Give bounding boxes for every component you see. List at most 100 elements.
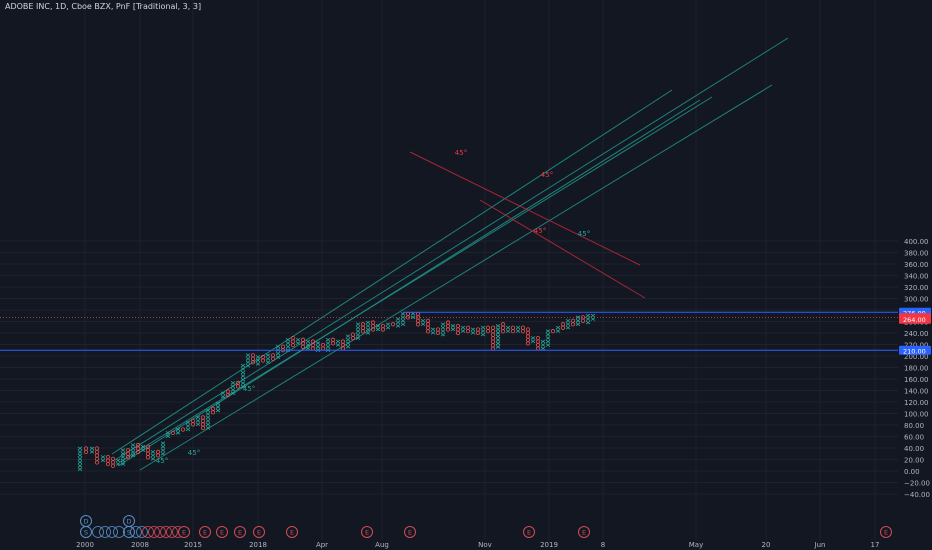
x-box bbox=[545, 332, 551, 337]
o-box bbox=[525, 334, 531, 339]
pnf-column bbox=[180, 427, 186, 432]
earnings-marker[interactable]: E bbox=[880, 526, 892, 538]
price-axis[interactable]: 400.00380.00360.00340.00320.00300.00280.… bbox=[899, 238, 931, 499]
price-label-box[interactable] bbox=[899, 345, 931, 355]
x-box bbox=[255, 355, 261, 359]
chart-title: ADOBE INC, 1D, Cboe BZX, PnF [Traditiona… bbox=[5, 2, 202, 11]
pnf-column bbox=[150, 449, 156, 461]
x-box bbox=[77, 446, 83, 451]
x-box bbox=[355, 336, 361, 340]
x-box bbox=[240, 377, 246, 382]
earnings-marker-text: E bbox=[203, 528, 207, 536]
price-tick-label: 80.00 bbox=[904, 422, 924, 430]
split-marker-stack[interactable] bbox=[130, 526, 142, 538]
o-box bbox=[455, 330, 461, 336]
pnf-column bbox=[485, 325, 491, 334]
pnf-column bbox=[440, 322, 446, 337]
pnf-column bbox=[460, 325, 466, 333]
x-box bbox=[205, 419, 211, 423]
time-axis[interactable]: 2000 2008 2015 2018 Apr Aug Nov 2019 8 May 20 Jun 17 bbox=[76, 541, 879, 549]
event-markers[interactable]: D DS S E E E E E E E E E E E bbox=[80, 515, 892, 538]
x-box bbox=[440, 332, 446, 337]
earnings-marker[interactable]: E bbox=[361, 526, 373, 538]
o-box bbox=[475, 330, 481, 336]
pnf-column bbox=[490, 325, 496, 351]
earnings-marker-stack[interactable] bbox=[148, 526, 160, 538]
split-marker-stack[interactable] bbox=[106, 526, 118, 538]
price-tick-label: 340.00 bbox=[904, 273, 929, 281]
dividend-marker[interactable]: D bbox=[80, 515, 92, 527]
x-box bbox=[495, 345, 501, 349]
pnf-column bbox=[110, 456, 116, 468]
x-box bbox=[335, 339, 341, 344]
earnings-marker[interactable]: E bbox=[523, 526, 535, 538]
earnings-marker-stack[interactable] bbox=[166, 526, 178, 538]
earnings-marker-stack[interactable] bbox=[160, 526, 172, 538]
earnings-marker[interactable]: E bbox=[199, 526, 211, 538]
pnf-column bbox=[555, 325, 561, 333]
price-label-box[interactable] bbox=[899, 314, 931, 324]
x-box bbox=[77, 457, 83, 461]
x-box bbox=[240, 384, 246, 389]
o-box bbox=[310, 346, 316, 351]
o-box bbox=[135, 449, 141, 455]
x-box bbox=[545, 329, 551, 333]
earnings-marker-stack[interactable] bbox=[142, 526, 154, 538]
earnings-marker-ring bbox=[199, 526, 211, 538]
x-box bbox=[365, 331, 371, 335]
earnings-marker[interactable]: E bbox=[234, 526, 246, 538]
x-box bbox=[325, 344, 331, 349]
split-marker-stack[interactable] bbox=[113, 526, 125, 538]
earnings-marker-ring bbox=[404, 526, 416, 538]
earnings-marker[interactable]: E bbox=[578, 526, 590, 538]
x-box bbox=[355, 329, 361, 333]
o-box bbox=[360, 329, 366, 334]
earnings-marker[interactable]: E bbox=[286, 526, 298, 538]
pnf-column bbox=[290, 335, 296, 348]
x-box bbox=[160, 448, 166, 452]
pnf-column bbox=[185, 420, 191, 432]
earnings-marker[interactable]: E bbox=[178, 526, 190, 538]
x-box bbox=[450, 324, 456, 328]
pnf-column bbox=[425, 318, 431, 334]
x-box bbox=[220, 391, 226, 395]
pnf-column bbox=[530, 336, 536, 344]
earnings-marker[interactable]: E bbox=[253, 526, 265, 538]
pnf-column bbox=[175, 427, 181, 435]
o-box bbox=[235, 384, 241, 389]
pnf-column bbox=[89, 446, 95, 454]
x-box bbox=[77, 464, 83, 468]
earnings-marker-stack[interactable] bbox=[154, 526, 166, 538]
x-box bbox=[470, 331, 476, 335]
earnings-marker-ring bbox=[880, 526, 892, 538]
split-marker-stack[interactable] bbox=[136, 526, 148, 538]
horizontal-lines[interactable] bbox=[0, 311, 898, 351]
x-box bbox=[395, 317, 401, 321]
angle-label: 45° bbox=[188, 449, 200, 457]
x-box bbox=[205, 415, 211, 420]
price-tick-label: 200.00 bbox=[904, 353, 929, 361]
split-marker-stack[interactable] bbox=[92, 526, 104, 538]
split-marker[interactable]: S bbox=[123, 526, 135, 538]
earnings-marker-ring bbox=[234, 526, 246, 538]
o-box bbox=[94, 449, 100, 455]
o-box bbox=[435, 330, 441, 336]
split-marker[interactable]: S bbox=[80, 526, 92, 538]
x-box bbox=[540, 343, 546, 347]
x-box bbox=[140, 444, 146, 449]
o-box bbox=[200, 415, 206, 420]
o-box bbox=[180, 427, 186, 432]
pnf-column bbox=[120, 448, 126, 466]
split-marker-stack[interactable] bbox=[99, 526, 111, 538]
o-box bbox=[370, 327, 376, 332]
earnings-marker[interactable]: E bbox=[216, 526, 228, 538]
dividend-marker[interactable]: D bbox=[123, 515, 135, 527]
earnings-marker-ring bbox=[253, 526, 265, 538]
x-box bbox=[395, 324, 401, 328]
pnf-column bbox=[525, 327, 531, 346]
x-box bbox=[355, 325, 361, 330]
o-box bbox=[525, 341, 531, 346]
time-tick-label: 17 bbox=[871, 541, 880, 549]
earnings-marker[interactable]: E bbox=[404, 526, 416, 538]
